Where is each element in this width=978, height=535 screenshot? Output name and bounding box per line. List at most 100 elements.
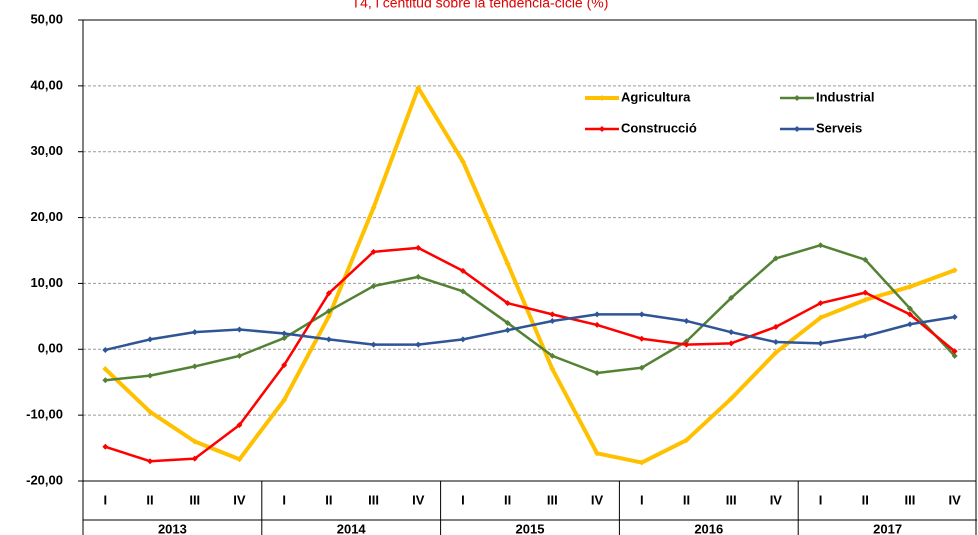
data-point <box>102 346 109 353</box>
data-point <box>415 273 422 280</box>
y-tick-label: 50,00 <box>30 11 63 26</box>
data-point <box>504 327 511 334</box>
data-point <box>504 319 511 326</box>
data-point <box>638 364 645 371</box>
data-point <box>281 362 288 369</box>
data-point <box>281 330 288 337</box>
legend-marker <box>794 95 800 101</box>
data-point <box>370 248 377 255</box>
y-tick-label: 20,00 <box>30 209 63 224</box>
x-tick-label: I <box>819 492 823 507</box>
data-point <box>549 311 556 318</box>
x-tick-label: IV <box>770 492 783 507</box>
series-line <box>103 85 956 465</box>
data-point <box>102 443 109 450</box>
x-tick-label: I <box>640 492 644 507</box>
x-tick-label: III <box>368 492 379 507</box>
data-point <box>370 204 377 211</box>
plot-frame <box>82 19 977 482</box>
y-tick-label: -10,00 <box>26 407 63 422</box>
data-point <box>415 244 422 251</box>
x-tick-label: II <box>862 492 869 507</box>
legend-label: Construcció <box>621 120 697 135</box>
data-point <box>370 341 377 348</box>
data-point <box>415 84 422 91</box>
y-tick-label: 10,00 <box>30 275 63 290</box>
data-point <box>325 336 332 343</box>
data-point <box>817 242 824 249</box>
x-tick-label: II <box>683 492 690 507</box>
x-tick-label: I <box>104 492 108 507</box>
y-tick-label: 0,00 <box>38 341 63 356</box>
x-tick-label: II <box>325 492 332 507</box>
legend-marker <box>599 126 605 132</box>
x-tick-label: IV <box>949 492 962 507</box>
data-point <box>147 372 154 379</box>
data-point <box>772 349 779 356</box>
legend-label: Industrial <box>816 89 875 104</box>
data-point <box>772 255 779 262</box>
series-line <box>105 243 956 382</box>
data-point <box>325 308 332 315</box>
data-point <box>549 366 556 373</box>
x-tick-label: II <box>146 492 153 507</box>
legend-label: Serveis <box>816 120 862 135</box>
data-point <box>817 340 824 347</box>
x-tick-label: III <box>547 492 558 507</box>
data-point <box>951 348 958 355</box>
y-tick-label: 40,00 <box>30 77 63 92</box>
data-point <box>459 158 466 165</box>
data-point <box>906 305 913 312</box>
year-label: 2015 <box>516 521 545 535</box>
x-tick-label: IV <box>412 492 425 507</box>
data-point <box>281 335 288 342</box>
data-point <box>683 338 690 345</box>
data-point <box>638 459 645 466</box>
x-tick-label: III <box>905 492 916 507</box>
x-tick-label: III <box>726 492 737 507</box>
data-point <box>415 341 422 348</box>
data-point <box>191 363 198 370</box>
x-tick-label: I <box>461 492 465 507</box>
data-point <box>459 267 466 274</box>
data-point <box>772 339 779 346</box>
data-point <box>549 352 556 359</box>
x-tick-label: II <box>504 492 511 507</box>
data-point <box>459 288 466 295</box>
data-point <box>325 313 332 320</box>
x-tick-label: I <box>282 492 286 507</box>
data-point <box>236 326 243 333</box>
data-point <box>147 408 154 415</box>
series-line <box>105 313 955 352</box>
legend-marker <box>794 126 800 132</box>
data-point <box>772 323 779 330</box>
data-point <box>728 395 735 402</box>
data-point <box>594 321 601 328</box>
data-point <box>951 314 958 321</box>
data-point <box>504 260 511 267</box>
data-point <box>594 311 601 318</box>
x-tick-label: IV <box>233 492 246 507</box>
data-point <box>817 314 824 321</box>
x-tick-label: III <box>189 492 200 507</box>
data-point <box>236 422 243 429</box>
data-point <box>906 311 913 318</box>
chart-title: T4, i centitud sobre la tendència-cicle … <box>352 0 609 11</box>
legend-marker <box>599 95 605 101</box>
data-point <box>147 458 154 465</box>
data-point <box>906 321 913 328</box>
data-point <box>728 329 735 336</box>
x-tick-label: IV <box>591 492 604 507</box>
data-point <box>191 455 198 462</box>
data-point <box>594 369 601 376</box>
data-point <box>236 456 243 463</box>
y-tick-label: 30,00 <box>30 143 63 158</box>
data-point <box>191 438 198 445</box>
data-point <box>683 341 690 348</box>
year-label: 2013 <box>158 521 187 535</box>
series-line <box>104 246 956 463</box>
year-label: 2017 <box>873 521 902 535</box>
legend-label: Agricultura <box>621 89 691 104</box>
data-point <box>862 333 869 340</box>
data-point <box>862 289 869 296</box>
